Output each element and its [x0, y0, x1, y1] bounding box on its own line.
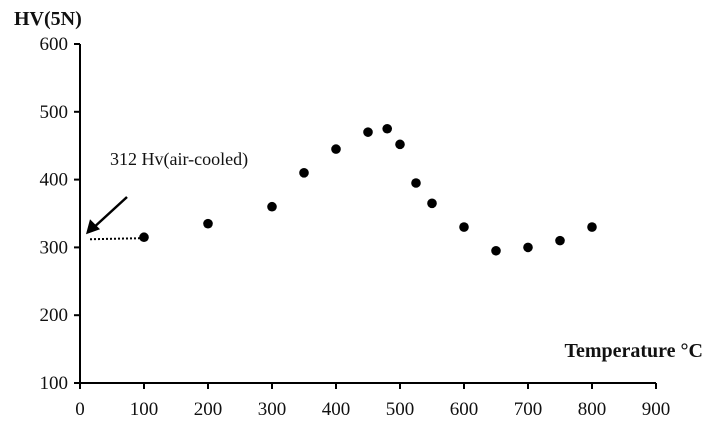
- y-tick-label: 300: [40, 237, 69, 258]
- x-tick-label: 0: [75, 399, 85, 420]
- annotation-dotted-line: [89, 237, 141, 241]
- x-tick-label: 800: [578, 399, 607, 420]
- x-tick-label: 300: [258, 399, 287, 420]
- data-point: [203, 218, 213, 229]
- data-point: [411, 178, 421, 188]
- x-axis-title: Temperature °C: [564, 340, 703, 362]
- y-tick-label: 200: [40, 305, 69, 326]
- data-point: [363, 127, 373, 137]
- data-points: [139, 123, 597, 256]
- annotation-arrowhead: [86, 219, 100, 235]
- y-tick-label: 400: [40, 170, 69, 191]
- x-tick-label: 500: [386, 399, 415, 420]
- data-point: [299, 168, 309, 178]
- data-point: [459, 222, 469, 232]
- annotation-arrow: [93, 196, 128, 229]
- data-point: [395, 139, 405, 150]
- x-tick-label: 400: [322, 399, 351, 420]
- data-point: [523, 242, 533, 253]
- data-point: [555, 235, 565, 246]
- data-point: [587, 222, 597, 232]
- x-ticks: 0 100 200 300 400 500 600 700 800 900: [75, 383, 670, 420]
- x-tick-label: 900: [642, 399, 671, 420]
- x-tick-label: 200: [194, 399, 223, 420]
- data-point: [139, 232, 149, 243]
- y-tick-label: 600: [40, 34, 69, 55]
- y-tick-label: 500: [40, 102, 69, 123]
- x-tick-label: 600: [450, 399, 479, 420]
- data-point: [427, 198, 437, 209]
- annotation-label: 312 Hv(air-cooled): [110, 149, 248, 170]
- y-tick-label: 100: [40, 373, 69, 394]
- data-point: [267, 201, 277, 212]
- data-point: [491, 245, 501, 256]
- data-point: [382, 123, 393, 134]
- data-point: [331, 144, 341, 154]
- annotation: 312 Hv(air-cooled): [86, 149, 248, 241]
- x-tick-label: 100: [130, 399, 159, 420]
- axes: [79, 44, 656, 384]
- y-axis-title: HV(5N): [14, 8, 82, 30]
- y-ticks: 100 200 300 400 500 600: [40, 34, 80, 394]
- x-tick-label: 700: [514, 399, 543, 420]
